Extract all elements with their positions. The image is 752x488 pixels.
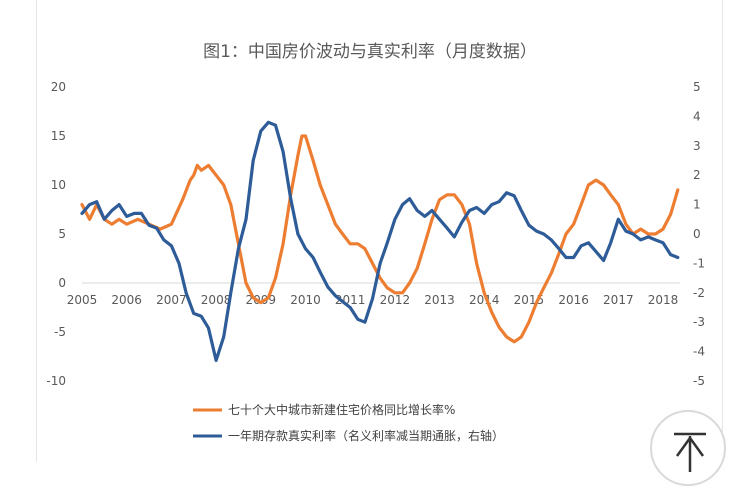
x-tick-label: 2016: [558, 293, 589, 307]
series-lines: [80, 120, 680, 362]
x-tick-label: 2009: [246, 293, 277, 307]
left-border: [36, 0, 37, 462]
x-tick-label: 2006: [111, 293, 142, 307]
x-tick-label: 2014: [469, 293, 500, 307]
x-tick-label: 2013: [424, 293, 455, 307]
right-tick-label: -1: [693, 256, 705, 270]
left-tick-label: -5: [54, 325, 66, 339]
x-tick-label: 2008: [201, 293, 232, 307]
right-tick-label: -3: [693, 315, 705, 329]
x-tick-label: 2007: [156, 293, 187, 307]
right-axis-ticks: -5 -4 -3 -2 -1 0 1 2 3 4 5: [693, 80, 705, 388]
x-tick-label: 2010: [290, 293, 321, 307]
left-tick-label: 0: [58, 276, 66, 290]
right-tick-label: 3: [693, 139, 701, 153]
legend-label-rate: 一年期存款真实利率（名义利率减当期通胀，右轴）: [228, 428, 504, 443]
right-tick-label: 0: [693, 227, 701, 241]
left-tick-label: 5: [58, 227, 66, 241]
x-tick-label: 2012: [380, 293, 411, 307]
right-tick-label: -5: [693, 374, 705, 388]
legend-label-housing: 七十个大中城市新建住宅价格同比增长率%: [228, 402, 455, 417]
left-tick-label: 15: [51, 129, 66, 143]
right-tick-label: -4: [693, 345, 705, 359]
x-tick-label: 2018: [648, 293, 679, 307]
back-to-top-button[interactable]: [650, 410, 726, 486]
legend: 七十个大中城市新建住宅价格同比增长率% 一年期存款真实利率（名义利率减当期通胀，…: [193, 402, 504, 443]
left-tick-label: 20: [51, 80, 66, 94]
chart-title: 图1：中国房价波动与真实利率（月度数据）: [203, 42, 537, 62]
right-tick-label: 1: [693, 198, 701, 212]
left-tick-label: 10: [51, 178, 66, 192]
series-line-housing-price: [80, 134, 680, 344]
left-tick-label: -10: [46, 374, 66, 388]
x-tick-label: 2005: [67, 293, 98, 307]
left-axis-ticks: -10 -5 0 5 10 15 20: [46, 80, 66, 388]
right-tick-label: -2: [693, 286, 705, 300]
x-axis-ticks: 2005 2006 2007 2008 2009 2010 2011 2012 2013 2014…: [67, 293, 679, 307]
right-tick-label: 2: [693, 168, 701, 182]
right-tick-label: 4: [693, 109, 701, 123]
arrow-up-bar-icon: [674, 432, 706, 472]
right-border: [722, 0, 723, 462]
right-tick-label: 5: [693, 80, 701, 94]
x-tick-label: 2017: [603, 293, 634, 307]
series-line-real-rate: [80, 120, 680, 362]
